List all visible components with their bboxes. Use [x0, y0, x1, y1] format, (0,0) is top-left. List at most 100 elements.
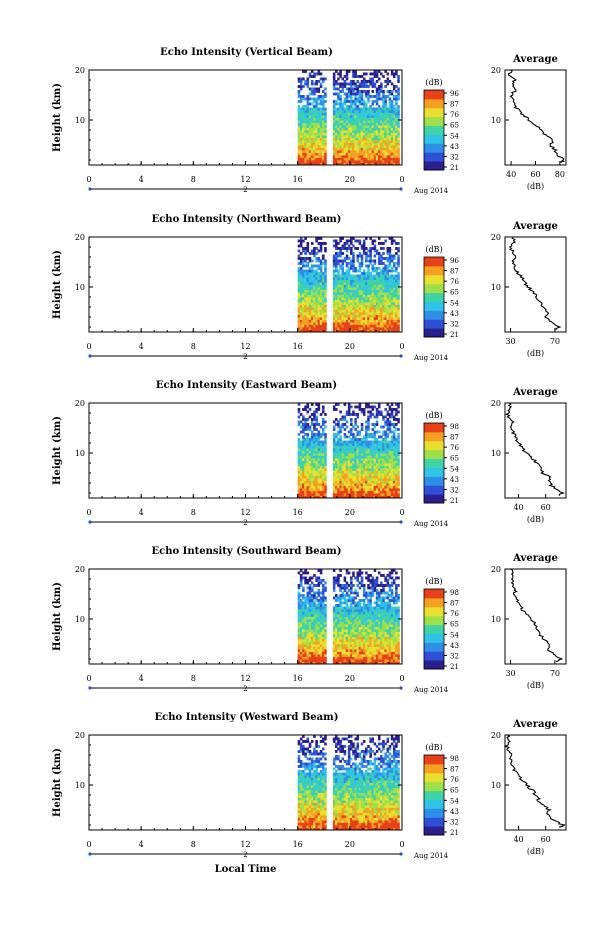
echo-cell [319, 277, 323, 280]
echo-cell [343, 289, 347, 293]
echo-cell [345, 465, 349, 469]
echo-cell [324, 145, 327, 148]
echo-cell [324, 656, 327, 660]
echo-cell [299, 611, 303, 615]
echo-cell [341, 279, 345, 283]
echo-cell [350, 247, 353, 250]
echo-cell [335, 147, 338, 151]
echo-cell [332, 160, 336, 163]
echo-cell [367, 297, 370, 300]
echo-cell [358, 478, 362, 481]
echo-cell [362, 277, 366, 280]
echo-cell [382, 107, 385, 111]
echo-cell [304, 493, 307, 496]
echo-cell [392, 105, 396, 108]
echo-cell [308, 463, 312, 466]
echo-cell [319, 237, 323, 240]
echo-cell [297, 284, 301, 288]
echo-cell [367, 478, 370, 481]
echo-cell [360, 659, 364, 662]
echo-cell [375, 438, 379, 441]
echo-cell [388, 145, 392, 148]
echo-cell [354, 470, 357, 474]
echo-cell [310, 137, 314, 141]
echo-cell [324, 282, 327, 285]
echo-cell [306, 450, 310, 454]
echo-cell [343, 135, 347, 138]
echo-cell [341, 314, 345, 318]
echo-cell [367, 152, 370, 156]
echo-cell [397, 314, 400, 318]
echo-cell [367, 314, 370, 318]
echo-cell [373, 480, 377, 484]
echo-cell [317, 277, 321, 280]
date-axis-end-marker [399, 354, 403, 358]
echo-cell [356, 145, 360, 148]
echo-cell [302, 312, 305, 315]
echo-cell [337, 284, 340, 288]
echo-cell [315, 297, 318, 300]
echo-cell [356, 322, 360, 325]
echo-cell [302, 259, 305, 263]
echo-cell [367, 659, 370, 662]
echo-cell [317, 87, 321, 91]
echo-cell [373, 142, 377, 146]
echo-cell [377, 152, 381, 156]
echo-cell [395, 410, 398, 414]
echo-cell [354, 307, 357, 310]
echo-cell [369, 327, 372, 330]
colorbar-tick-label: 87 [450, 101, 459, 109]
colorbar-tick-label: 21 [450, 164, 459, 172]
echo-cell [324, 470, 327, 474]
echo-cell [388, 117, 392, 121]
echo-cell [397, 242, 400, 245]
echo-cell [354, 420, 357, 424]
echo-cell [390, 495, 394, 499]
echo-cell [306, 309, 310, 313]
echo-cell [371, 287, 375, 290]
echo-cell [365, 264, 368, 268]
echo-cell [310, 299, 314, 303]
heatmap [297, 70, 400, 166]
echo-cell [317, 438, 321, 441]
echo-cell [373, 324, 377, 328]
echo-cell [337, 403, 340, 406]
echo-cell [337, 443, 340, 446]
echo-cell [308, 137, 312, 141]
echo-cell [339, 160, 342, 163]
echo-cell [388, 105, 392, 108]
echo-cell [360, 150, 364, 153]
echo-cell [375, 324, 379, 328]
echo-cell [310, 619, 314, 622]
echo-cell [390, 237, 394, 240]
echo-cell [302, 639, 305, 642]
heatmap [297, 569, 400, 665]
echo-cell [337, 445, 340, 449]
echo-cell [377, 299, 381, 303]
echo-cell [388, 304, 392, 308]
echo-cell [319, 274, 323, 278]
echo-cell [304, 152, 307, 156]
echo-cell [306, 162, 310, 166]
echo-cell [367, 125, 370, 128]
echo-cell [345, 314, 349, 318]
echo-cell [395, 468, 398, 471]
echo-cell [299, 599, 303, 602]
echo-cell [371, 115, 375, 118]
echo-cell [304, 488, 307, 491]
echo-cell [360, 117, 364, 121]
echo-cell [341, 277, 345, 280]
echo-cell [382, 297, 385, 300]
echo-cell [337, 465, 340, 469]
echo-cell [339, 307, 342, 310]
echo-cell [384, 80, 387, 83]
echo-cell [324, 651, 327, 655]
echo-cell [310, 145, 314, 148]
echo-cell [321, 125, 325, 128]
echo-cell [317, 636, 321, 640]
echo-cell [377, 490, 381, 494]
echo-cell [317, 619, 321, 622]
echo-cell [350, 112, 353, 116]
echo-cell [324, 448, 327, 451]
echo-cell [369, 135, 372, 138]
